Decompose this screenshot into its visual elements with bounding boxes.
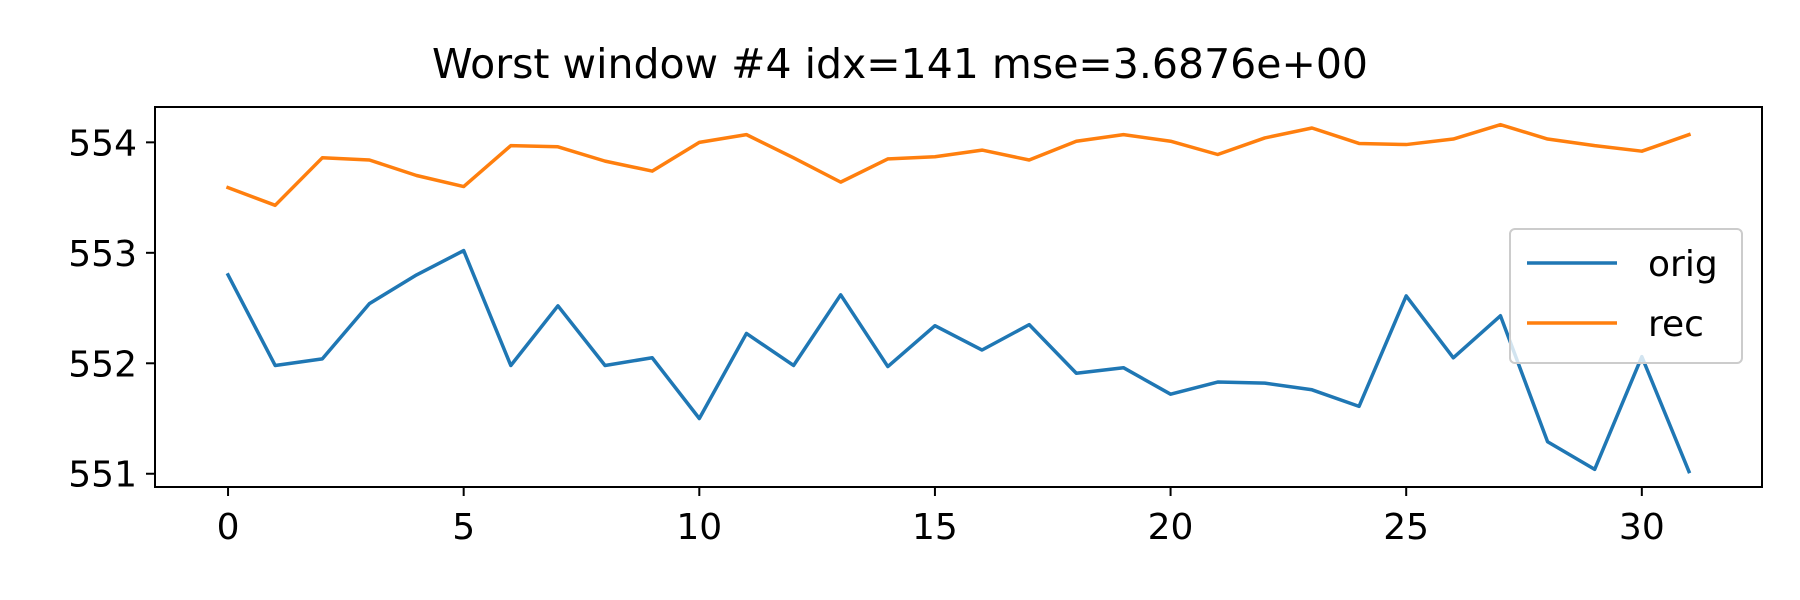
y-tick-label: 554: [68, 123, 137, 164]
series-line-orig: [225, 248, 1692, 474]
y-axis: 551 552 553 554: [68, 123, 155, 496]
x-tick-label: 30: [1619, 507, 1665, 548]
x-tick-label: 5: [452, 507, 475, 548]
x-tick-label: 0: [217, 507, 240, 548]
series-line-rec: [225, 122, 1692, 208]
y-tick-label: 553: [68, 234, 137, 275]
x-tick-label: 20: [1148, 507, 1194, 548]
legend-label-orig: orig: [1648, 244, 1718, 285]
plot-frame: [154, 106, 1763, 488]
legend: orig rec: [1509, 228, 1743, 364]
x-tick-label: 15: [912, 507, 958, 548]
chart-title: Worst window #4 idx=141 mse=3.6876e+00: [432, 40, 1368, 88]
series-layer: [225, 122, 1692, 474]
x-tick-label: 10: [676, 507, 722, 548]
x-tick-label: 25: [1383, 507, 1429, 548]
y-tick-label: 551: [68, 455, 137, 496]
legend-label-rec: rec: [1648, 304, 1704, 345]
x-axis: 0 5 10 15 20 25 30: [217, 487, 1665, 548]
y-tick-label: 552: [68, 344, 137, 385]
